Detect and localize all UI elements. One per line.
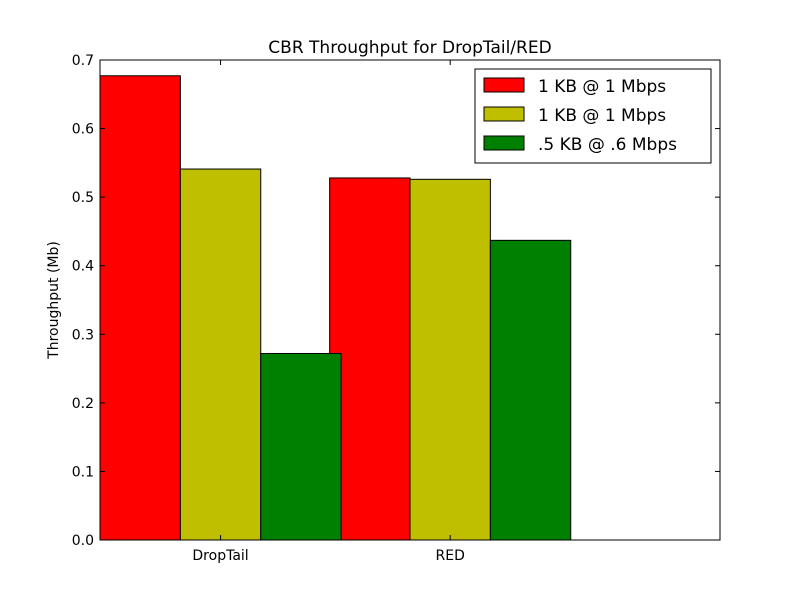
ticks-layer: 0.0 0.1 0.2 0.3 0.4 0.5 0.6 0.7 DropTail RED — [72, 53, 720, 564]
legend-label-1: 1 KB @ 1 Mbps — [538, 77, 666, 97]
y-tick-label: 0.0 — [72, 533, 94, 549]
bar-red-series-2 — [409, 178, 491, 541]
bar-droptail-series-1 — [99, 75, 181, 541]
y-tick-label: 0.4 — [72, 259, 94, 275]
bar-red-series-1 — [329, 177, 411, 541]
legend: 1 KB @ 1 Mbps 1 KB @ 1 Mbps .5 KB @ .6 Mbp… — [474, 68, 712, 164]
y-tick-label: 0.1 — [72, 464, 94, 480]
y-tick-label: 0.7 — [72, 53, 94, 69]
y-axis-label: Throughput (Mb) — [46, 241, 62, 360]
chart-title: CBR Throughput for DropTail/RED — [268, 38, 551, 58]
bar-droptail-series-3 — [260, 352, 342, 541]
plot-frame — [99, 59, 721, 541]
x-tick-label-droptail: DropTail — [192, 548, 248, 564]
bar-red-series-3 — [489, 239, 572, 541]
legend-label-3: .5 KB @ .6 Mbps — [538, 135, 677, 155]
legend-label-2: 1 KB @ 1 Mbps — [538, 106, 666, 126]
bars-layer — [99, 75, 572, 541]
y-tick-label: 0.6 — [72, 122, 94, 138]
y-tick-label: 0.3 — [72, 327, 94, 343]
y-tick-label: 0.2 — [72, 396, 94, 412]
legend-swatch-2 — [483, 106, 525, 122]
legend-swatch-1 — [483, 77, 525, 93]
legend-swatch-3 — [483, 135, 525, 151]
x-tick-label-red: RED — [436, 548, 465, 564]
legend-entries: 1 KB @ 1 Mbps 1 KB @ 1 Mbps .5 KB @ .6 Mbp… — [483, 77, 677, 155]
y-tick-label: 0.5 — [72, 190, 94, 206]
bar-droptail-series-2 — [179, 168, 262, 541]
